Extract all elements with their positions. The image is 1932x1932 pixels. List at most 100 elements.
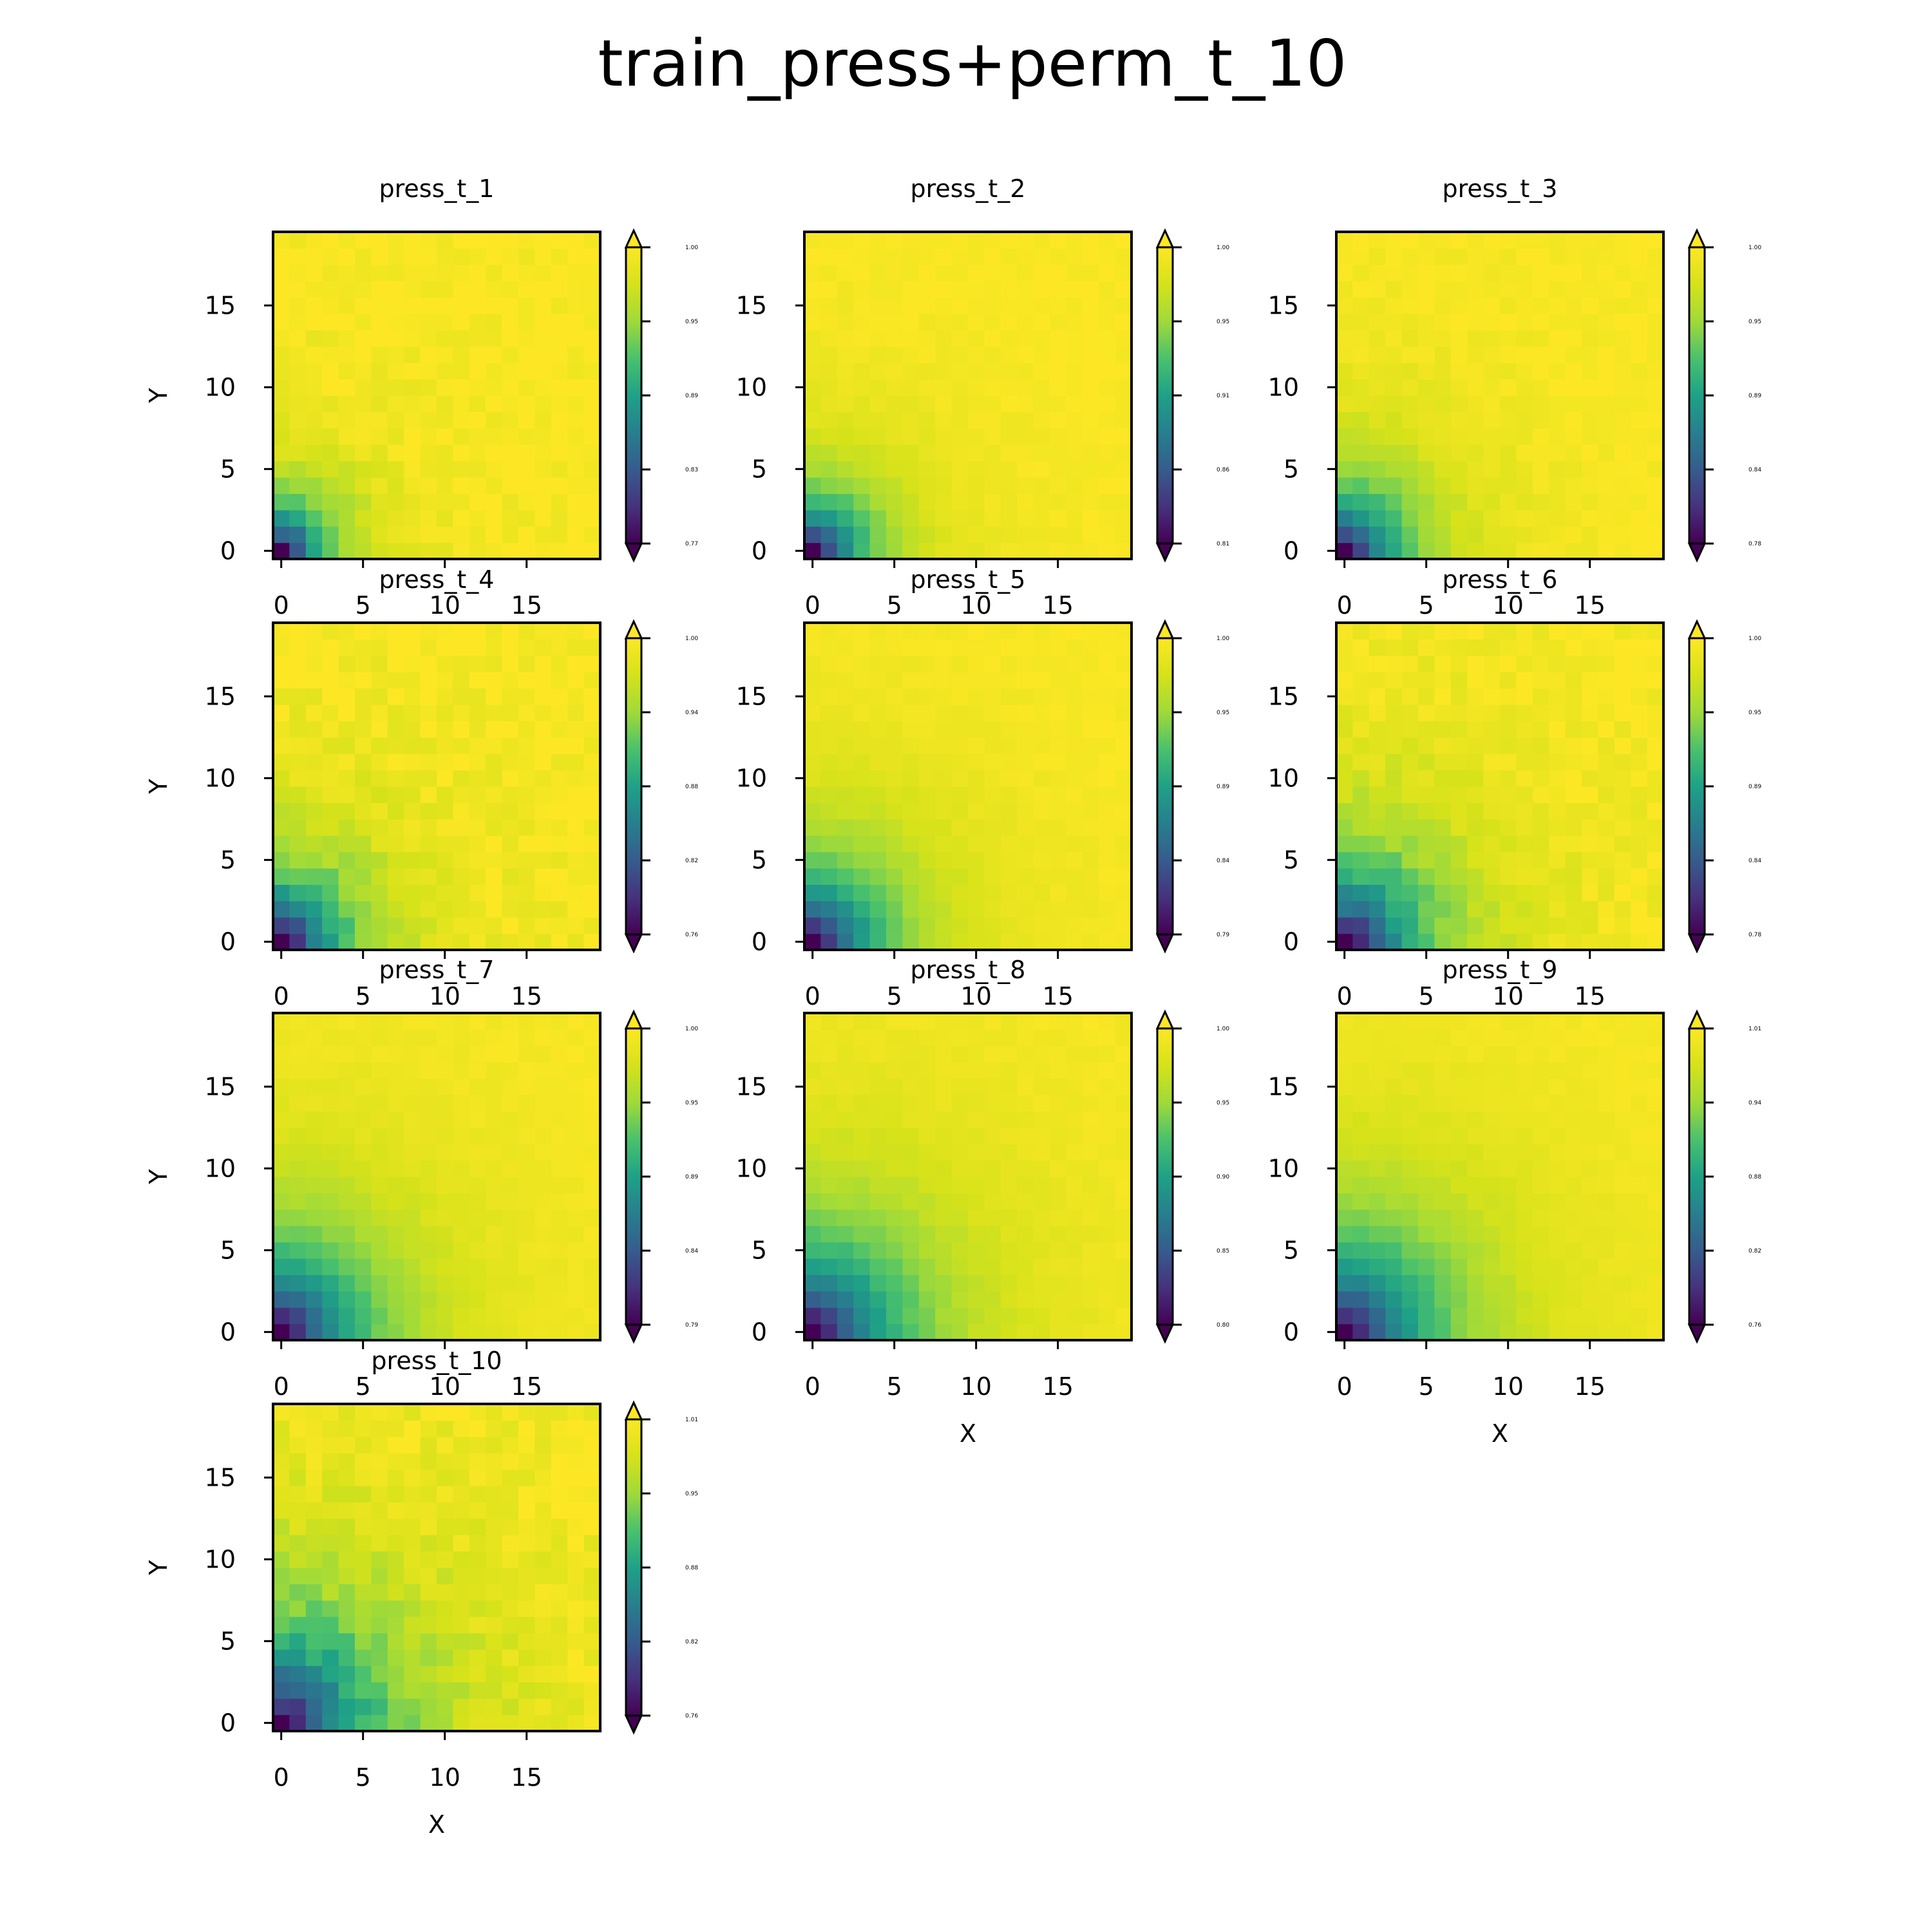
heatmap-cell	[886, 542, 903, 560]
colorbar-extend-min	[1687, 1323, 1707, 1344]
heatmap-cell	[420, 1584, 437, 1601]
heatmap-cell	[355, 1242, 372, 1259]
heatmap-cell	[1549, 884, 1566, 902]
heatmap-cell	[1647, 1291, 1664, 1308]
heatmap-cell	[1033, 917, 1050, 934]
heatmap-cell	[469, 1095, 486, 1112]
heatmap-cell	[935, 639, 952, 656]
heatmap-cell	[371, 395, 388, 412]
heatmap-cell	[1099, 509, 1116, 527]
heatmap-cell	[322, 1111, 339, 1128]
heatmap-cell	[518, 753, 535, 771]
heatmap-cell	[1115, 1078, 1132, 1095]
x-tick-label: 15	[1043, 1372, 1074, 1401]
heatmap-cell	[1336, 1258, 1353, 1275]
heatmap-cell	[1336, 737, 1353, 754]
heatmap-cell	[1598, 493, 1615, 511]
heatmap-cell	[1082, 639, 1099, 656]
heatmap-cell	[469, 314, 486, 330]
heatmap-cell	[469, 835, 486, 853]
heatmap-cell	[518, 477, 535, 494]
heatmap-cell	[1000, 509, 1018, 527]
heatmap-cell	[853, 314, 871, 330]
heatmap-cell	[1401, 1095, 1419, 1112]
heatmap-cell	[322, 1436, 339, 1454]
heatmap-cell	[338, 444, 355, 462]
heatmap-cell	[518, 1535, 535, 1552]
heatmap-cell	[1450, 639, 1468, 656]
heatmap-cell	[1385, 412, 1403, 429]
heatmap-cell	[886, 1307, 903, 1325]
heatmap-cell	[1516, 917, 1533, 934]
heatmap-cell	[1017, 1160, 1034, 1177]
heatmap-cell	[1385, 917, 1403, 934]
heatmap-cell	[305, 1616, 323, 1634]
heatmap-cell	[1532, 1307, 1549, 1325]
heatmap-cell	[567, 655, 585, 672]
heatmap-cell	[804, 770, 821, 787]
heatmap-cell	[1050, 542, 1066, 560]
heatmap-cell	[322, 770, 339, 787]
colorbar-tick-label: 0.77	[685, 541, 698, 547]
heatmap-cell	[289, 655, 307, 672]
heatmap-cell	[338, 1013, 355, 1030]
heatmap-cell	[1000, 851, 1018, 869]
heatmap-cell	[1418, 1307, 1435, 1325]
heatmap-cell	[567, 281, 585, 298]
heatmap-cell	[1532, 1242, 1549, 1259]
heatmap-cell	[453, 1453, 470, 1470]
heatmap-cell	[322, 721, 339, 738]
heatmap-cell	[1368, 835, 1386, 853]
heatmap-cell	[1336, 884, 1353, 902]
heatmap-cell	[1483, 346, 1501, 363]
heatmap-cell	[535, 363, 552, 380]
colorbar-tick-label: 0.95	[1748, 319, 1761, 325]
heatmap-cell	[404, 314, 421, 330]
heatmap-cell	[837, 623, 854, 639]
heatmap-cell	[1066, 1095, 1083, 1112]
heatmap-cell	[355, 1045, 372, 1063]
heatmap-cell	[371, 1502, 388, 1519]
heatmap-cell	[1434, 314, 1452, 330]
heatmap-cell	[437, 884, 453, 902]
heatmap-cell	[902, 428, 920, 445]
heatmap-cell	[567, 819, 585, 836]
heatmap-cell	[420, 835, 437, 853]
heatmap-cell	[1401, 770, 1419, 787]
heatmap-cell	[502, 1111, 519, 1128]
heatmap-cell	[1418, 363, 1435, 380]
heatmap-cell	[968, 1307, 985, 1325]
heatmap-cell	[1418, 868, 1435, 885]
heatmap-cell	[1385, 1226, 1403, 1243]
y-tick-label: 0	[1283, 927, 1299, 956]
heatmap-cell	[1549, 737, 1566, 754]
heatmap-cell	[322, 1323, 339, 1341]
heatmap-cell	[1582, 363, 1598, 380]
heatmap-cell	[1598, 1226, 1615, 1243]
heatmap-cell	[1450, 281, 1468, 298]
heatmap-cell	[1582, 297, 1598, 314]
heatmap-cell	[1565, 900, 1582, 918]
heatmap-cell	[387, 688, 404, 705]
heatmap-cell	[1385, 835, 1403, 853]
heatmap-cell	[1066, 477, 1083, 494]
heatmap-cell	[886, 770, 903, 787]
heatmap-cell	[437, 1307, 453, 1325]
heatmap-cell	[1418, 770, 1435, 787]
colorbar-tick-label: 0.95	[1217, 710, 1229, 716]
heatmap-cell	[1467, 884, 1484, 902]
heatmap-cell	[1368, 1144, 1386, 1161]
heatmap-cell	[837, 1078, 854, 1095]
heatmap-cell	[289, 1291, 307, 1308]
heatmap-cell	[1033, 526, 1050, 544]
heatmap-cell	[518, 1649, 535, 1666]
heatmap-cell	[984, 1013, 1001, 1030]
heatmap-cell	[551, 1258, 568, 1275]
heatmap-cell	[853, 1274, 871, 1292]
heatmap-cell	[1565, 526, 1582, 544]
heatmap-cell	[1336, 1013, 1353, 1030]
heatmap-cell	[984, 688, 1001, 705]
heatmap-cell	[1033, 1095, 1050, 1112]
heatmap-cell	[1467, 705, 1484, 721]
heatmap-cell	[518, 1013, 535, 1030]
